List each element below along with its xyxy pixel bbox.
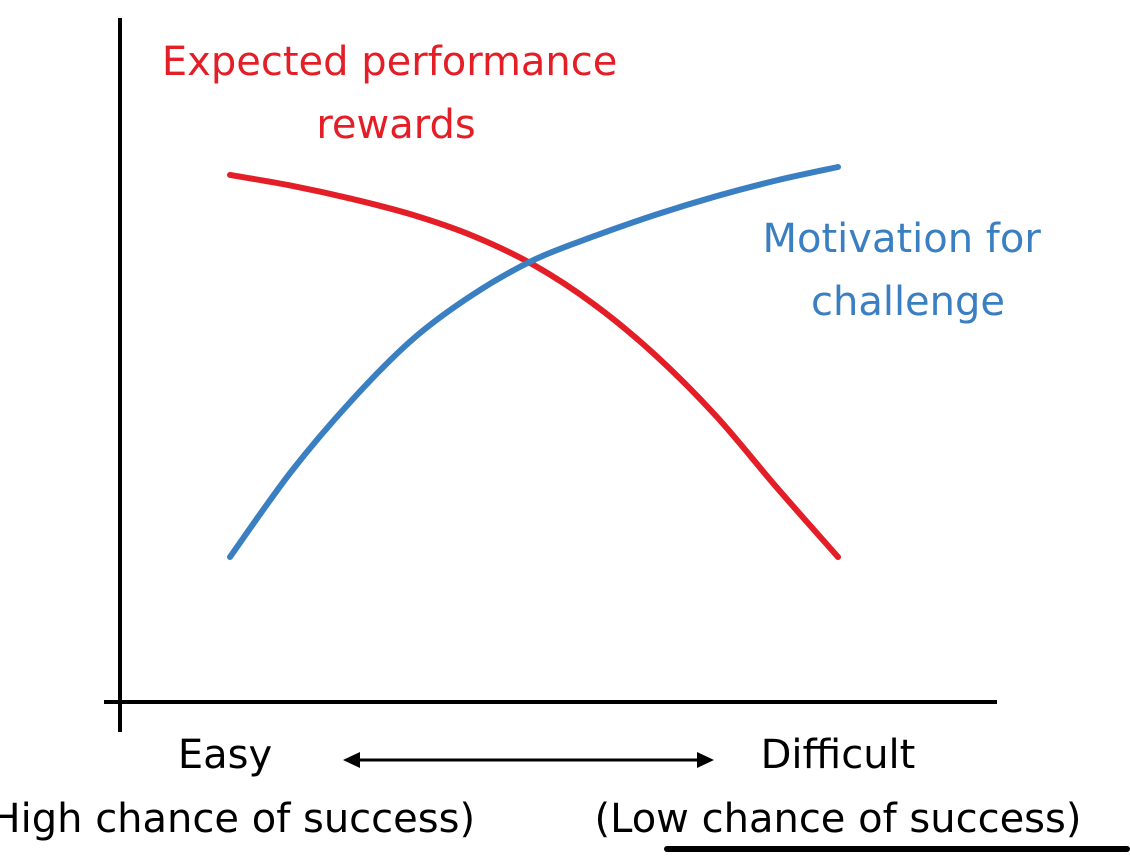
series-label-rewards-line1: Expected performance [162, 39, 618, 85]
x-axis-left-sublabel: (High chance of success) [0, 796, 475, 842]
bottom-scroll-indicator [664, 846, 1130, 852]
series-label-motivation-line1: Motivation for [762, 216, 1041, 262]
difficulty-arrow-left-head [343, 752, 360, 768]
series-line-rewards [227, 171, 841, 560]
series-label-layer: Expected performance rewards Motivation … [162, 39, 1053, 325]
x-axis-labels: Easy Difficult (High chance of success) … [0, 732, 1081, 842]
difficulty-arrow [343, 752, 714, 768]
series-label-rewards-line2: rewards [316, 102, 475, 148]
x-axis-right-sublabel: (Low chance of success) [595, 796, 1082, 842]
series-label-motivation: Motivation for challenge [762, 216, 1053, 325]
series-label-motivation-line2: challenge [811, 279, 1005, 325]
difficulty-arrow-right-head [697, 752, 714, 768]
x-axis-left-label: Easy [178, 732, 272, 778]
series-label-rewards: Expected performance rewards [162, 39, 630, 148]
series-layer [227, 164, 841, 560]
x-axis-right-label: Difficult [761, 732, 916, 778]
series-line-motivation [227, 164, 841, 560]
